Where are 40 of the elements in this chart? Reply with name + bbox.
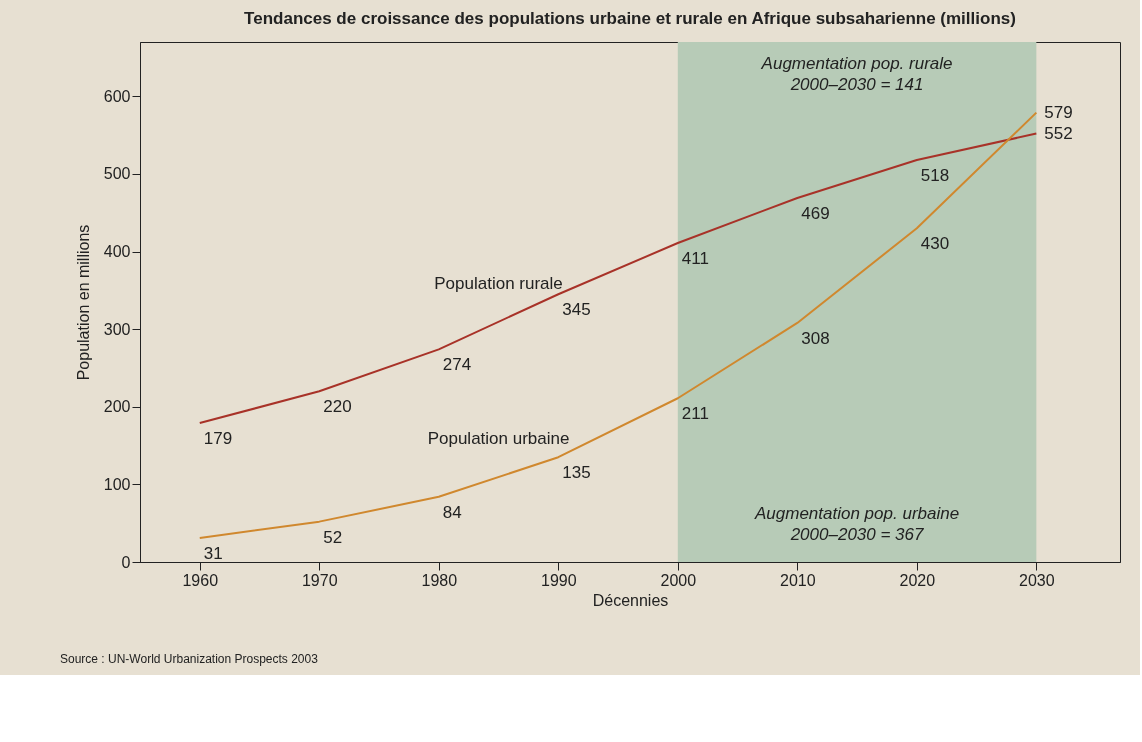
data-label: 135 bbox=[562, 463, 591, 483]
y-tick-label: 400 bbox=[103, 243, 131, 261]
data-label: 52 bbox=[323, 527, 343, 547]
x-tick-label: 2000 bbox=[660, 571, 697, 589]
x-axis-title: Décennies bbox=[592, 591, 669, 609]
x-tick-label: 2030 bbox=[1019, 571, 1055, 589]
data-label: 179 bbox=[203, 429, 233, 449]
y-tick-label: 100 bbox=[103, 475, 131, 493]
x-tick-label: 1990 bbox=[541, 571, 577, 589]
x-tick-label: 1960 bbox=[182, 571, 219, 589]
y-tick-label: 200 bbox=[103, 398, 131, 416]
data-label: 411 bbox=[681, 249, 709, 269]
annotation: Augmentation pop. urbaine 2000–2030 = 367 bbox=[754, 504, 960, 544]
data-label: 552 bbox=[1044, 123, 1073, 143]
data-label: 274 bbox=[442, 355, 472, 375]
y-tick-label: 600 bbox=[103, 87, 131, 105]
x-tick-label: 1980 bbox=[421, 571, 458, 589]
series-label: Population urbaine bbox=[427, 429, 570, 449]
data-label: 469 bbox=[801, 204, 830, 223]
chart-title: Tendances de croissance des populations urbaine et rurale en Afrique subsaharienne (millions) bbox=[244, 9, 1016, 28]
y-tick-label: 0 bbox=[121, 553, 131, 571]
line-series bbox=[198, 132, 1038, 425]
y-tick-label: 300 bbox=[103, 320, 131, 338]
data-label: 211 bbox=[681, 404, 709, 424]
y-axis-title: Population en millions bbox=[74, 224, 92, 381]
x-tick-label: 2010 bbox=[780, 571, 816, 589]
data-label: 430 bbox=[920, 234, 950, 254]
data-label: 220 bbox=[323, 397, 352, 417]
data-label: 84 bbox=[442, 502, 462, 522]
data-label: 579 bbox=[1044, 102, 1073, 122]
series-label: Population rurale bbox=[434, 273, 563, 293]
y-tick-label: 500 bbox=[103, 165, 131, 183]
data-label: 308 bbox=[801, 328, 830, 348]
x-tick-label: 1970 bbox=[301, 571, 338, 589]
data-label: 518 bbox=[920, 165, 950, 185]
x-tick-label: 2020 bbox=[899, 571, 936, 589]
source-note: Source : UN-World Urbanization Prospects 2003 bbox=[60, 652, 319, 666]
annotation: Augmentation pop. rurale 2000–2030 = 141 bbox=[760, 54, 953, 94]
data-label: 345 bbox=[562, 300, 591, 320]
data-label: 31 bbox=[203, 543, 223, 563]
